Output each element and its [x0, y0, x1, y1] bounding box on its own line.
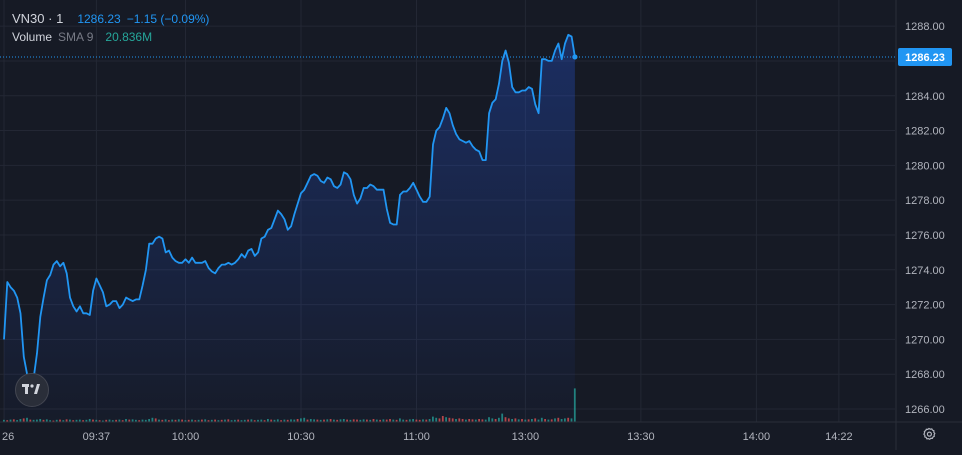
last-price-tag-label: 1286.23	[905, 52, 945, 64]
y-tick-label: 1278.00	[905, 195, 945, 207]
x-tick-label: 26	[2, 431, 14, 443]
last-price-tag: 1286.23	[898, 47, 952, 66]
last-price-tag-bg	[898, 47, 952, 66]
price-line	[3, 33, 576, 383]
y-tick-label: 1284.00	[905, 91, 945, 103]
y-tick-label: 1274.00	[905, 265, 945, 277]
x-tick-label: 09:37	[83, 431, 111, 443]
x-tick-label: 14:00	[743, 431, 771, 443]
y-tick-label: 1266.00	[905, 404, 945, 416]
y-tick-label: 1280.00	[905, 160, 945, 172]
y-tick-label: 1288.00	[905, 21, 945, 33]
last-price: 1286.23	[77, 12, 121, 26]
x-tick-label: 11:00	[403, 431, 430, 443]
x-tick-label: 10:30	[287, 431, 315, 443]
price-legend-row: VN30 · 1 1286.23 −1.15 (−0.09%)	[12, 10, 209, 28]
chart-legend: VN30 · 1 1286.23 −1.15 (−0.09%) Volume S…	[12, 10, 209, 46]
x-tick-label: 14:22	[825, 431, 853, 443]
x-tick-label: 13:00	[512, 431, 540, 443]
y-tick-label: 1282.00	[905, 126, 945, 138]
y-tick-label: 1276.00	[905, 230, 945, 242]
tradingview-logo-icon[interactable]	[15, 373, 49, 407]
y-tick-label: 1270.00	[905, 334, 945, 346]
price-change: −1.15 (−0.09%)	[126, 12, 210, 26]
sma-label: SMA 9	[58, 30, 94, 44]
price-area	[0, 33, 895, 423]
y-tick-label: 1268.00	[905, 369, 945, 381]
last-price-dot	[572, 54, 578, 60]
volume-bar	[3, 419, 5, 422]
x-tick-label: 13:30	[627, 431, 655, 443]
x-tick-label: 10:00	[172, 431, 200, 443]
y-tick-label: 1272.00	[905, 300, 945, 312]
volume-value: 20.836M	[105, 30, 153, 44]
volume-legend-row: Volume SMA 9 20.836M	[12, 28, 209, 46]
symbol-label[interactable]: VN30 · 1	[12, 11, 64, 26]
settings-gear-icon[interactable]	[918, 424, 940, 446]
volume-label[interactable]: Volume	[12, 30, 53, 44]
